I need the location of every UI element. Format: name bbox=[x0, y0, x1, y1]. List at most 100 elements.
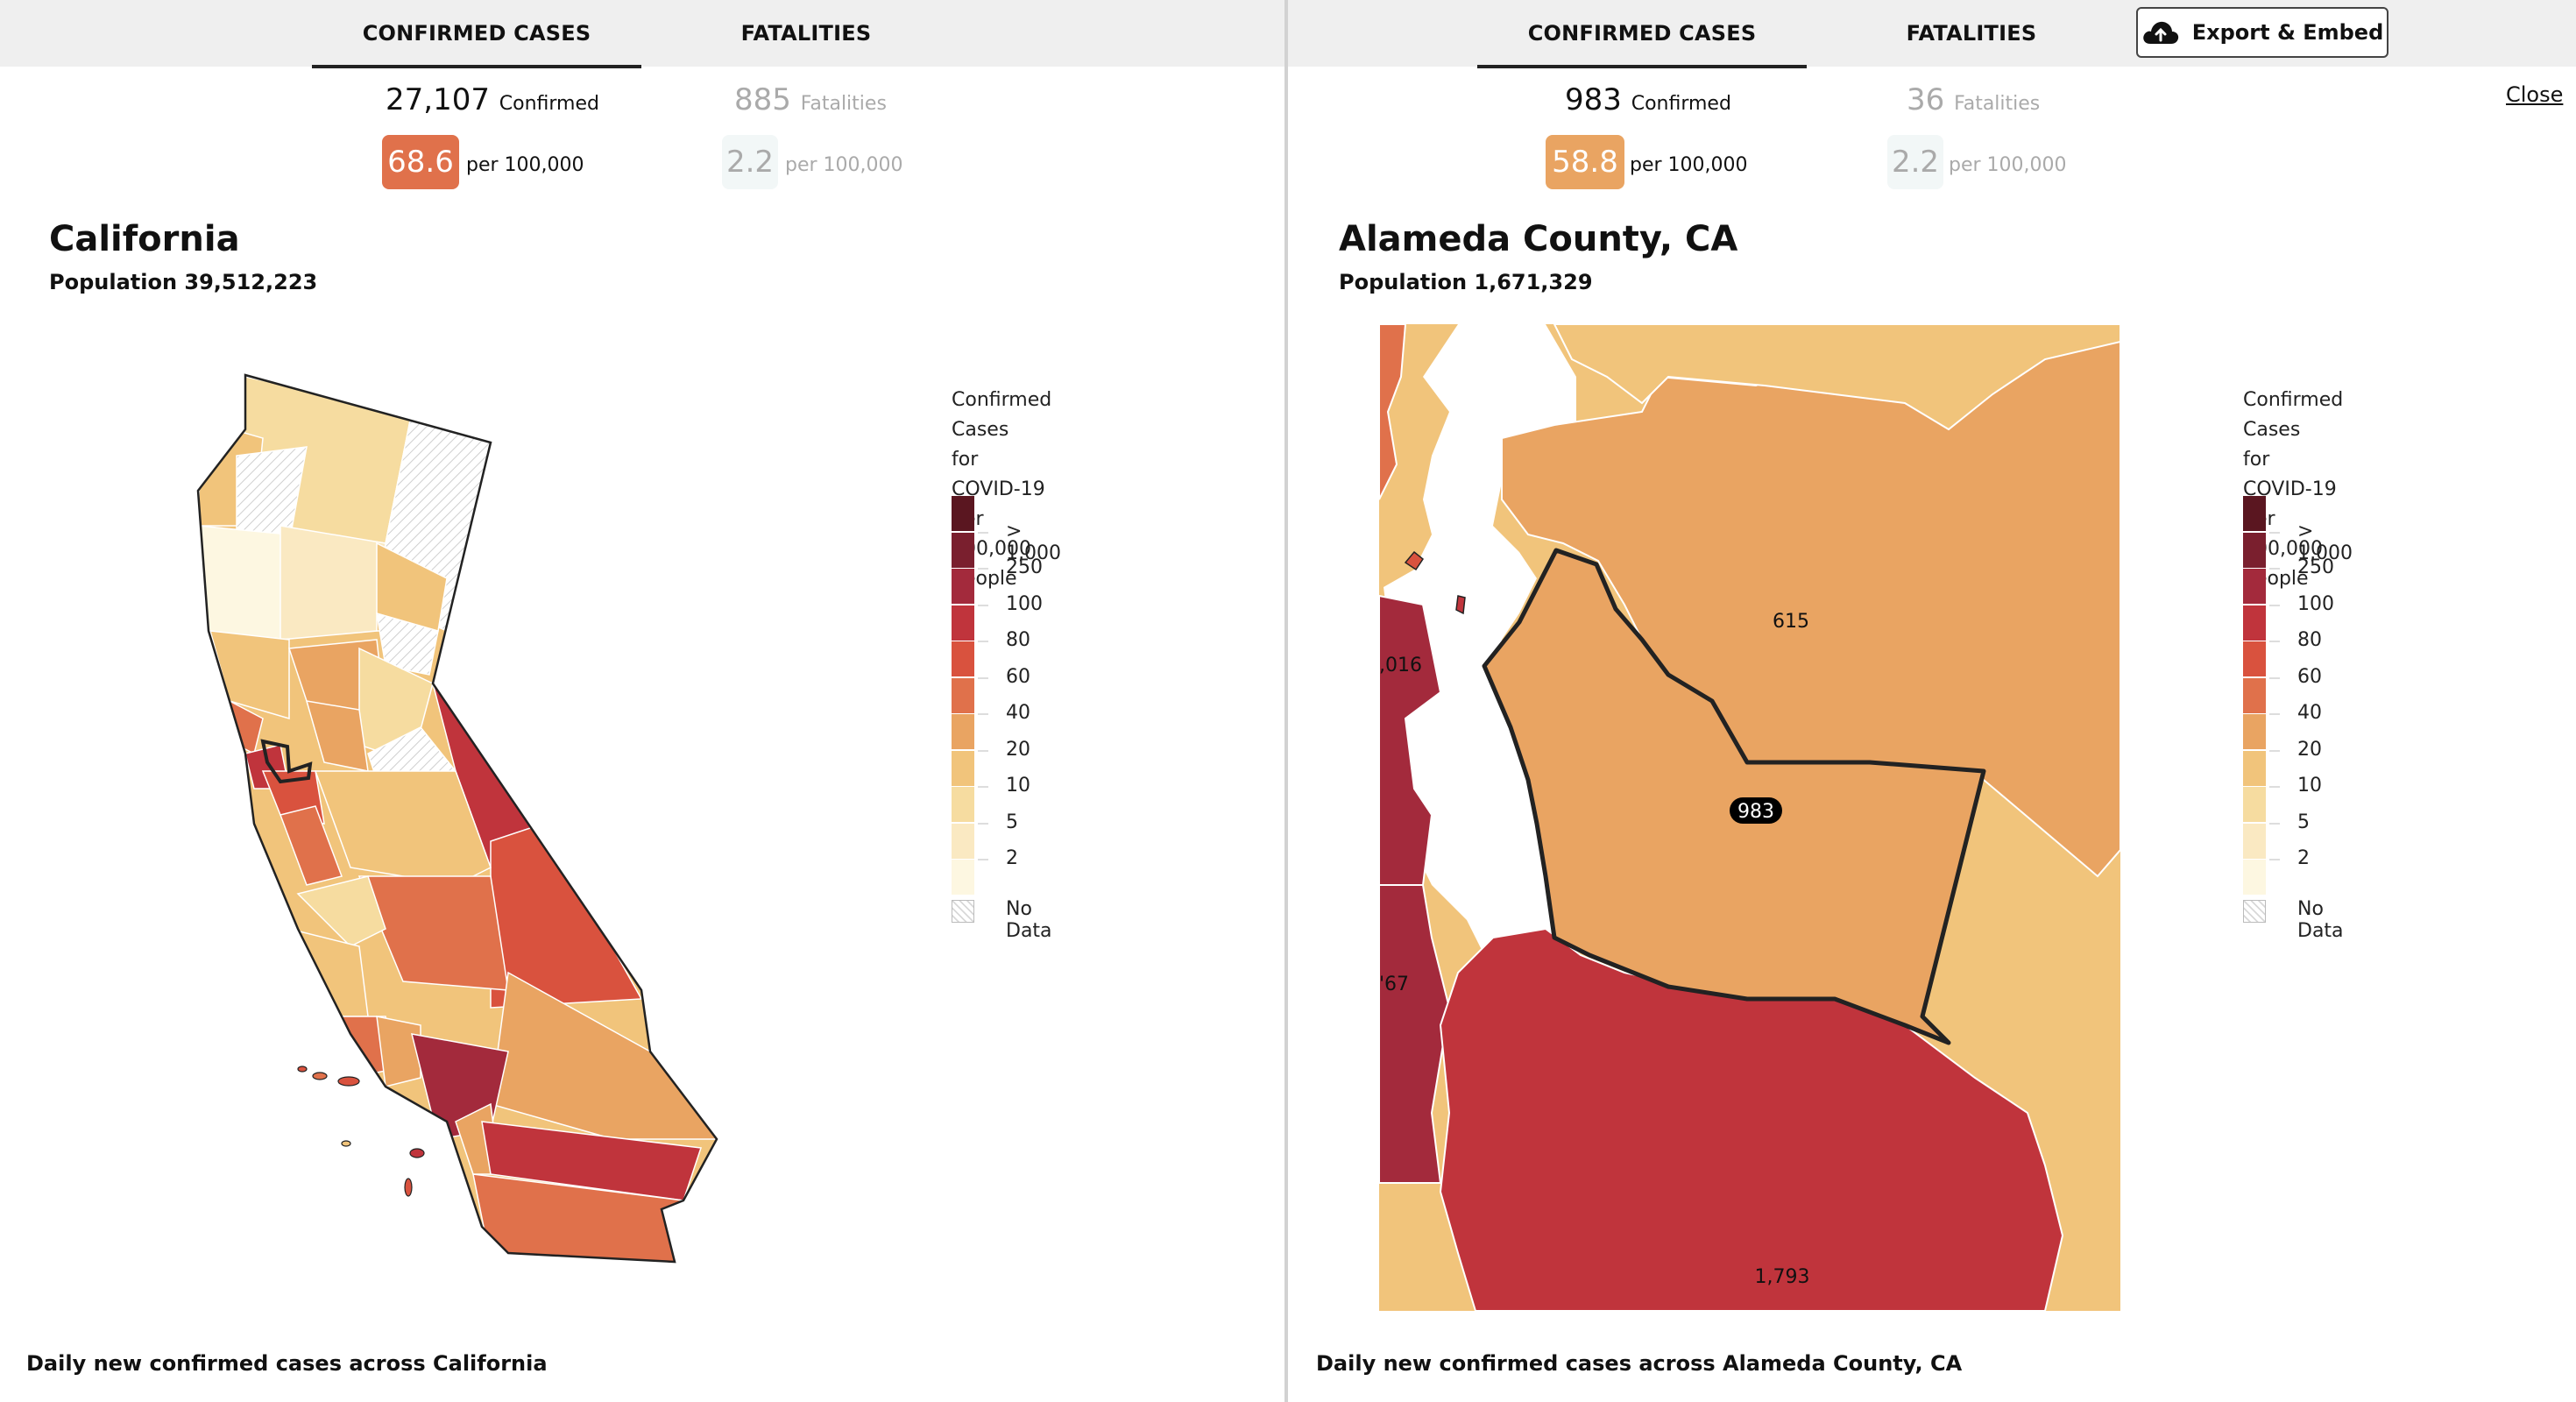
legend-tick bbox=[978, 531, 988, 534]
tab-fatalities-left[interactable]: FATALITIES bbox=[740, 21, 872, 46]
legend-swatch bbox=[952, 569, 974, 604]
tab-confirmed-cases-right[interactable]: CONFIRMED CASES bbox=[1527, 21, 1757, 46]
legend-label: 80 bbox=[2297, 629, 2322, 651]
panel-divider[interactable] bbox=[1284, 0, 1288, 1402]
close-link[interactable]: Close bbox=[2506, 82, 2564, 107]
legend-label: 250 bbox=[2297, 556, 2334, 578]
legend-swatch bbox=[952, 532, 974, 568]
legend-swatch bbox=[952, 750, 974, 786]
fatalities-count-right: 36 Fatalities bbox=[1907, 82, 2040, 117]
no-data-label: No Data bbox=[1006, 897, 1052, 942]
legend-tick bbox=[2269, 749, 2280, 752]
legend-tick bbox=[978, 641, 988, 642]
map-label-santa-clara: 1,793 bbox=[1755, 1266, 1810, 1288]
legend-tick bbox=[978, 604, 988, 606]
confirmed-rate-badge-right: 58.8 bbox=[1546, 135, 1624, 189]
county-region bbox=[1439, 927, 2064, 1311]
per-100k-label: per 100,000 bbox=[785, 154, 903, 176]
legend-label: 100 bbox=[2297, 592, 2334, 615]
legend-tick bbox=[978, 676, 988, 679]
legend-tick bbox=[978, 822, 988, 825]
no-data-label: No Data bbox=[2297, 897, 2344, 942]
per-100k-label: per 100,000 bbox=[1949, 154, 2067, 176]
confirmed-value: 983 bbox=[1565, 82, 1622, 117]
map-label-contra-costa: 615 bbox=[1773, 611, 1809, 633]
cloud-upload-icon bbox=[2142, 21, 2178, 44]
county-region bbox=[296, 875, 386, 947]
fatalities-label: Fatalities bbox=[800, 93, 887, 115]
legend-tick bbox=[2269, 676, 2280, 679]
county-region bbox=[376, 612, 439, 676]
fatalities-value: 36 bbox=[1907, 82, 1945, 117]
legend-title-line: Confirmed Cases bbox=[952, 389, 1052, 441]
region-title-right: Alameda County, CA bbox=[1339, 219, 1738, 259]
confirmed-rate-badge-left: 68.6 bbox=[382, 135, 459, 189]
legend-label: 40 bbox=[2297, 702, 2322, 724]
island bbox=[341, 1140, 351, 1147]
island bbox=[1404, 550, 1425, 571]
island bbox=[409, 1148, 425, 1158]
island bbox=[297, 1066, 308, 1073]
legend-tick bbox=[978, 568, 988, 570]
county-region bbox=[376, 1016, 421, 1087]
legend-label: > 1,000 bbox=[1006, 520, 1061, 564]
legend-label: 10 bbox=[1006, 775, 1030, 797]
county-region bbox=[1379, 884, 1451, 1184]
legend-tick bbox=[2269, 604, 2280, 606]
legend-tick bbox=[978, 713, 988, 715]
legend-label: 60 bbox=[1006, 665, 1030, 688]
fatalities-rate-badge-left: 2.2 bbox=[722, 135, 778, 189]
legend-tick bbox=[2269, 786, 2280, 788]
map-label-sf: ,016 bbox=[1379, 655, 1422, 676]
island bbox=[312, 1072, 328, 1080]
legend-tick bbox=[978, 859, 988, 860]
legend-label: 60 bbox=[2297, 665, 2322, 688]
tab-active-underline-left bbox=[312, 65, 641, 68]
legend-swatch bbox=[952, 605, 974, 641]
confirmed-count-left: 27,107 Confirmed bbox=[386, 82, 599, 117]
california-map[interactable] bbox=[175, 359, 736, 1271]
legend-swatch bbox=[2243, 496, 2266, 531]
county-region bbox=[280, 805, 343, 886]
alameda-county-outline bbox=[260, 739, 313, 784]
legend-swatch bbox=[952, 641, 974, 676]
island bbox=[337, 1076, 360, 1087]
no-data-swatch bbox=[2243, 899, 2266, 923]
legend-swatch bbox=[2243, 569, 2266, 604]
alameda-county-outline bbox=[1482, 548, 1986, 1045]
legend-swatch bbox=[952, 677, 974, 713]
legend-tick bbox=[2269, 859, 2280, 860]
legend-label: 100 bbox=[1006, 592, 1043, 615]
legend-label: 20 bbox=[1006, 738, 1030, 761]
legend-label: 5 bbox=[2297, 811, 2310, 833]
legend-title-line: Confirmed Cases bbox=[2243, 389, 2344, 441]
alameda-county-map[interactable]: 615 983 ,016 '67 1,793 bbox=[1379, 324, 2120, 1311]
tab-fatalities-right[interactable]: FATALITIES bbox=[1906, 21, 2037, 46]
legend-label: 250 bbox=[1006, 556, 1043, 578]
map-label-alameda: 983 bbox=[1737, 801, 1774, 823]
legend-swatch bbox=[2243, 750, 2266, 786]
legend-tick bbox=[2269, 713, 2280, 715]
island bbox=[404, 1178, 413, 1197]
legend-label: 80 bbox=[1006, 629, 1030, 651]
legend-tick bbox=[2269, 568, 2280, 570]
legend-title-line: for COVID-19 per bbox=[2243, 449, 2337, 530]
county-region bbox=[198, 525, 290, 641]
legend-swatch bbox=[952, 823, 974, 859]
confirmed-label: Confirmed bbox=[499, 93, 599, 115]
legend-swatch bbox=[2243, 714, 2266, 749]
confirmed-label: Confirmed bbox=[1631, 93, 1731, 115]
fatalities-label: Fatalities bbox=[1954, 93, 2041, 115]
legend-label: 20 bbox=[2297, 738, 2322, 761]
tab-confirmed-cases-left[interactable]: CONFIRMED CASES bbox=[362, 21, 591, 46]
export-embed-label: Export & Embed bbox=[2191, 20, 2384, 45]
per-100k-label: per 100,000 bbox=[466, 154, 584, 176]
confirmed-count-right: 983 Confirmed bbox=[1565, 82, 1731, 117]
map-label-san-mateo: '67 bbox=[1379, 974, 1409, 995]
fatalities-value: 885 bbox=[734, 82, 791, 117]
chart-footer-left: Daily new confirmed cases across Califor… bbox=[26, 1351, 548, 1376]
legend-tick bbox=[978, 749, 988, 752]
legend-tick bbox=[978, 786, 988, 788]
chart-footer-right: Daily new confirmed cases across Alameda… bbox=[1316, 1351, 1963, 1376]
export-embed-button[interactable]: Export & Embed bbox=[2136, 7, 2388, 58]
